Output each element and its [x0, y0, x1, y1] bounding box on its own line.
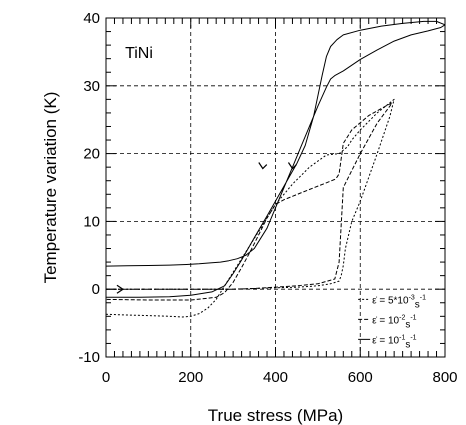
legend-label-part: -2: [399, 314, 405, 321]
legend-label-part: -1: [410, 334, 416, 341]
y-tick-label: 40: [83, 10, 100, 27]
y-tick-label: 30: [83, 78, 100, 95]
x-tick-label: 0: [102, 369, 110, 386]
legend-label-part: s: [405, 319, 410, 330]
legend-label-part: s: [405, 339, 410, 350]
legend-label-part: -1: [410, 314, 416, 321]
legend-label-part: ε̇ = 5*10: [372, 295, 409, 306]
material-label: TiNi: [125, 45, 153, 62]
series-line-1: [105, 20, 446, 298]
y-tick-label: -10: [78, 349, 100, 366]
legend-label-part: ε̇ = 10: [372, 335, 399, 346]
legend: ε̇ = 5*10-3s-1ε̇ = 10-2s-1ε̇ = 10-1s-1: [358, 294, 426, 350]
y-tick-label: 0: [92, 281, 100, 298]
legend-label-part: -1: [420, 294, 426, 301]
series-group: [105, 20, 446, 318]
legend-label: ε̇ = 5*10-3s-1: [372, 294, 426, 310]
x-tick-label: 400: [263, 369, 288, 386]
plot-frame: [105, 17, 446, 358]
y-tick-label: 20: [83, 146, 100, 163]
direction-arrows: [116, 162, 297, 294]
x-tick-label: 200: [178, 369, 203, 386]
x-tick-label: 800: [432, 369, 457, 386]
legend-label: ε̇ = 10-1s-1: [372, 334, 417, 350]
x-tick-label: 600: [348, 369, 373, 386]
direction-arrow: [258, 162, 268, 170]
x-axis-label: True stress (MPa): [208, 406, 343, 425]
legend-label-part: s: [415, 299, 420, 310]
legend-label-part: -3: [409, 294, 415, 301]
legend-label-part: -1: [399, 334, 405, 341]
direction-arrow: [287, 162, 297, 170]
legend-label-part: ε̇ = 10: [372, 315, 399, 326]
series-line-2: [105, 102, 393, 301]
direction-arrow: [116, 284, 125, 294]
legend-label: ε̇ = 10-2s-1: [372, 314, 417, 330]
y-axis-label: Temperature variation (K): [41, 92, 60, 284]
y-tick-label: 10: [83, 213, 100, 230]
series-line-3: [105, 98, 395, 318]
